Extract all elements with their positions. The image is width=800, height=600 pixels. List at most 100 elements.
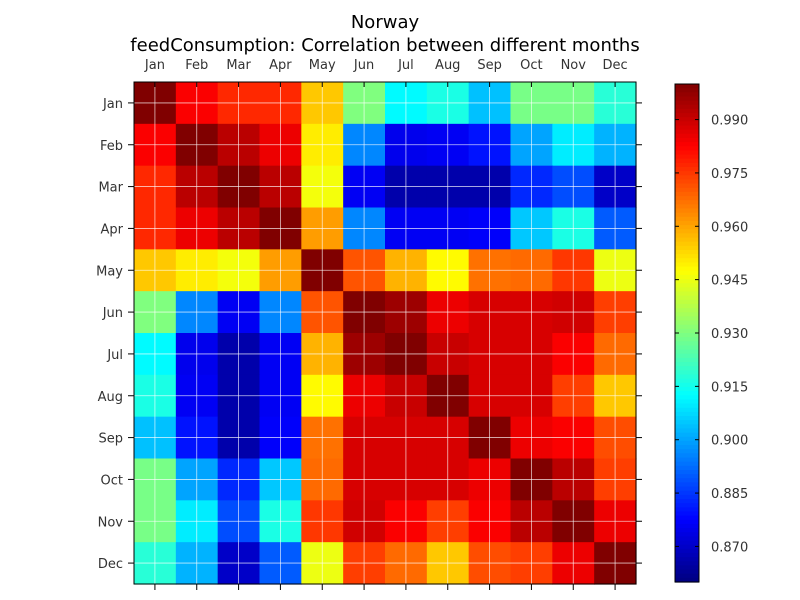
colorbar-segment — [675, 445, 699, 450]
colorbar-segment — [675, 386, 699, 392]
colorbar-segment — [675, 241, 699, 247]
x-tick-label-jul: Jul — [397, 58, 414, 73]
colorbar-segment — [675, 440, 699, 446]
colorbar-segment — [675, 523, 699, 529]
colorbar-segment — [675, 391, 699, 396]
colorbar-tick-label: 0.915 — [711, 380, 748, 395]
colorbar-segment — [675, 316, 699, 322]
colorbar-segment — [675, 229, 699, 234]
x-tick-label-may: May — [309, 58, 336, 73]
colorbar-segment — [675, 299, 699, 305]
colorbar-segment — [675, 225, 699, 230]
colorbar-segment — [675, 449, 699, 454]
colorbar-segment — [675, 499, 699, 504]
colorbar-segment — [675, 270, 699, 276]
colorbar-segment — [675, 507, 699, 513]
colorbar-segment — [675, 191, 699, 197]
colorbar-segment — [675, 254, 699, 259]
colorbar-segment — [675, 403, 699, 409]
y-tick-label-nov: Nov — [98, 515, 124, 530]
x-tick-label-sep: Sep — [477, 58, 502, 73]
colorbar-segment — [675, 532, 699, 537]
colorbar-segment — [675, 117, 699, 122]
colorbar-segment — [675, 88, 699, 93]
colorbar-segment — [675, 150, 699, 156]
colorbar-segment — [675, 266, 699, 272]
colorbar-segment — [675, 536, 699, 542]
colorbar-segment — [675, 573, 699, 579]
colorbar-segment — [675, 420, 699, 425]
colorbar-segment — [675, 424, 699, 430]
colorbar-segment — [675, 399, 699, 405]
y-tick-label-dec: Dec — [98, 557, 123, 572]
colorbar-segment — [675, 303, 699, 309]
colorbar-segment — [675, 577, 699, 583]
colorbar-segment — [675, 121, 699, 127]
colorbar-segment — [675, 167, 699, 172]
colorbar-segment — [675, 258, 699, 264]
y-tick-label-jun: Jun — [102, 306, 123, 321]
colorbar-segment — [675, 183, 699, 189]
colorbar-segment — [675, 370, 699, 376]
colorbar-segment — [675, 129, 699, 135]
colorbar-segment — [675, 469, 699, 475]
x-tick-label-feb: Feb — [185, 58, 208, 73]
colorbar-segment — [675, 100, 699, 106]
colorbar-segment — [675, 366, 699, 371]
colorbar-segment — [675, 104, 699, 110]
colorbar-segment — [675, 528, 699, 533]
colorbar-segment — [675, 411, 699, 417]
x-tick-label-dec: Dec — [603, 58, 628, 73]
heatmap-cells — [134, 82, 637, 585]
colorbar-segment — [675, 208, 699, 214]
colorbar-segment — [675, 196, 699, 201]
plot-frame — [133, 81, 637, 585]
y-tick-label-sep: Sep — [98, 432, 123, 447]
colorbar-segment — [675, 216, 699, 222]
colorbar-segment — [675, 328, 699, 334]
colorbar-segment — [675, 544, 699, 550]
heatmap-grid — [134, 82, 636, 584]
colorbar-segment — [675, 357, 699, 363]
colorbar-tick-label: 0.945 — [711, 274, 748, 289]
colorbar-segment — [675, 432, 699, 438]
y-tick-label-mar: Mar — [98, 181, 123, 196]
colorbar-segment — [675, 465, 699, 471]
colorbar-tick-label: 0.960 — [711, 220, 748, 235]
colorbar-segment — [675, 474, 699, 479]
colorbar-tick-label: 0.975 — [711, 167, 748, 182]
x-tick-label-oct: Oct — [520, 58, 542, 73]
colorbar-segment — [675, 436, 699, 442]
chart-title-country: Norway — [351, 12, 420, 33]
colorbar-segment — [675, 395, 699, 400]
colorbar-segment — [675, 175, 699, 181]
y-tick-label-aug: Aug — [98, 390, 123, 405]
colorbar-tick-label: 0.990 — [711, 114, 748, 129]
colorbar-segment — [675, 320, 699, 326]
colorbar-tick-label: 0.870 — [711, 540, 748, 555]
colorbar-segment — [675, 262, 699, 268]
colorbar-segment — [675, 137, 699, 143]
y-axis-ticks: Jan Feb Mar Apr May Jun Jul Aug Sep Oct Nov Dec — [96, 97, 642, 572]
colorbar-segment — [675, 233, 699, 239]
colorbar-segment — [675, 486, 699, 492]
colorbar-segment — [675, 494, 699, 500]
colorbar-segment — [675, 171, 699, 176]
colorbar-segment — [675, 561, 699, 566]
colorbar-segment — [675, 295, 699, 301]
x-tick-label-jun: Jun — [353, 58, 374, 73]
colorbar-segment — [675, 416, 699, 421]
x-tick-label-mar: Mar — [226, 58, 251, 73]
colorbar-segment — [675, 349, 699, 355]
x-tick-label-nov: Nov — [561, 58, 587, 73]
colorbar-segment — [675, 113, 699, 118]
colorbar-segment — [675, 540, 699, 546]
colorbar-segment — [675, 362, 699, 367]
colorbar-segment — [675, 187, 699, 193]
x-tick-label-apr: Apr — [269, 58, 292, 73]
colorbar-segment — [675, 548, 699, 554]
colorbar-segment — [675, 274, 699, 280]
colorbar-segment — [675, 158, 699, 164]
colorbar-segment — [675, 245, 699, 251]
colorbar-segment — [675, 353, 699, 359]
